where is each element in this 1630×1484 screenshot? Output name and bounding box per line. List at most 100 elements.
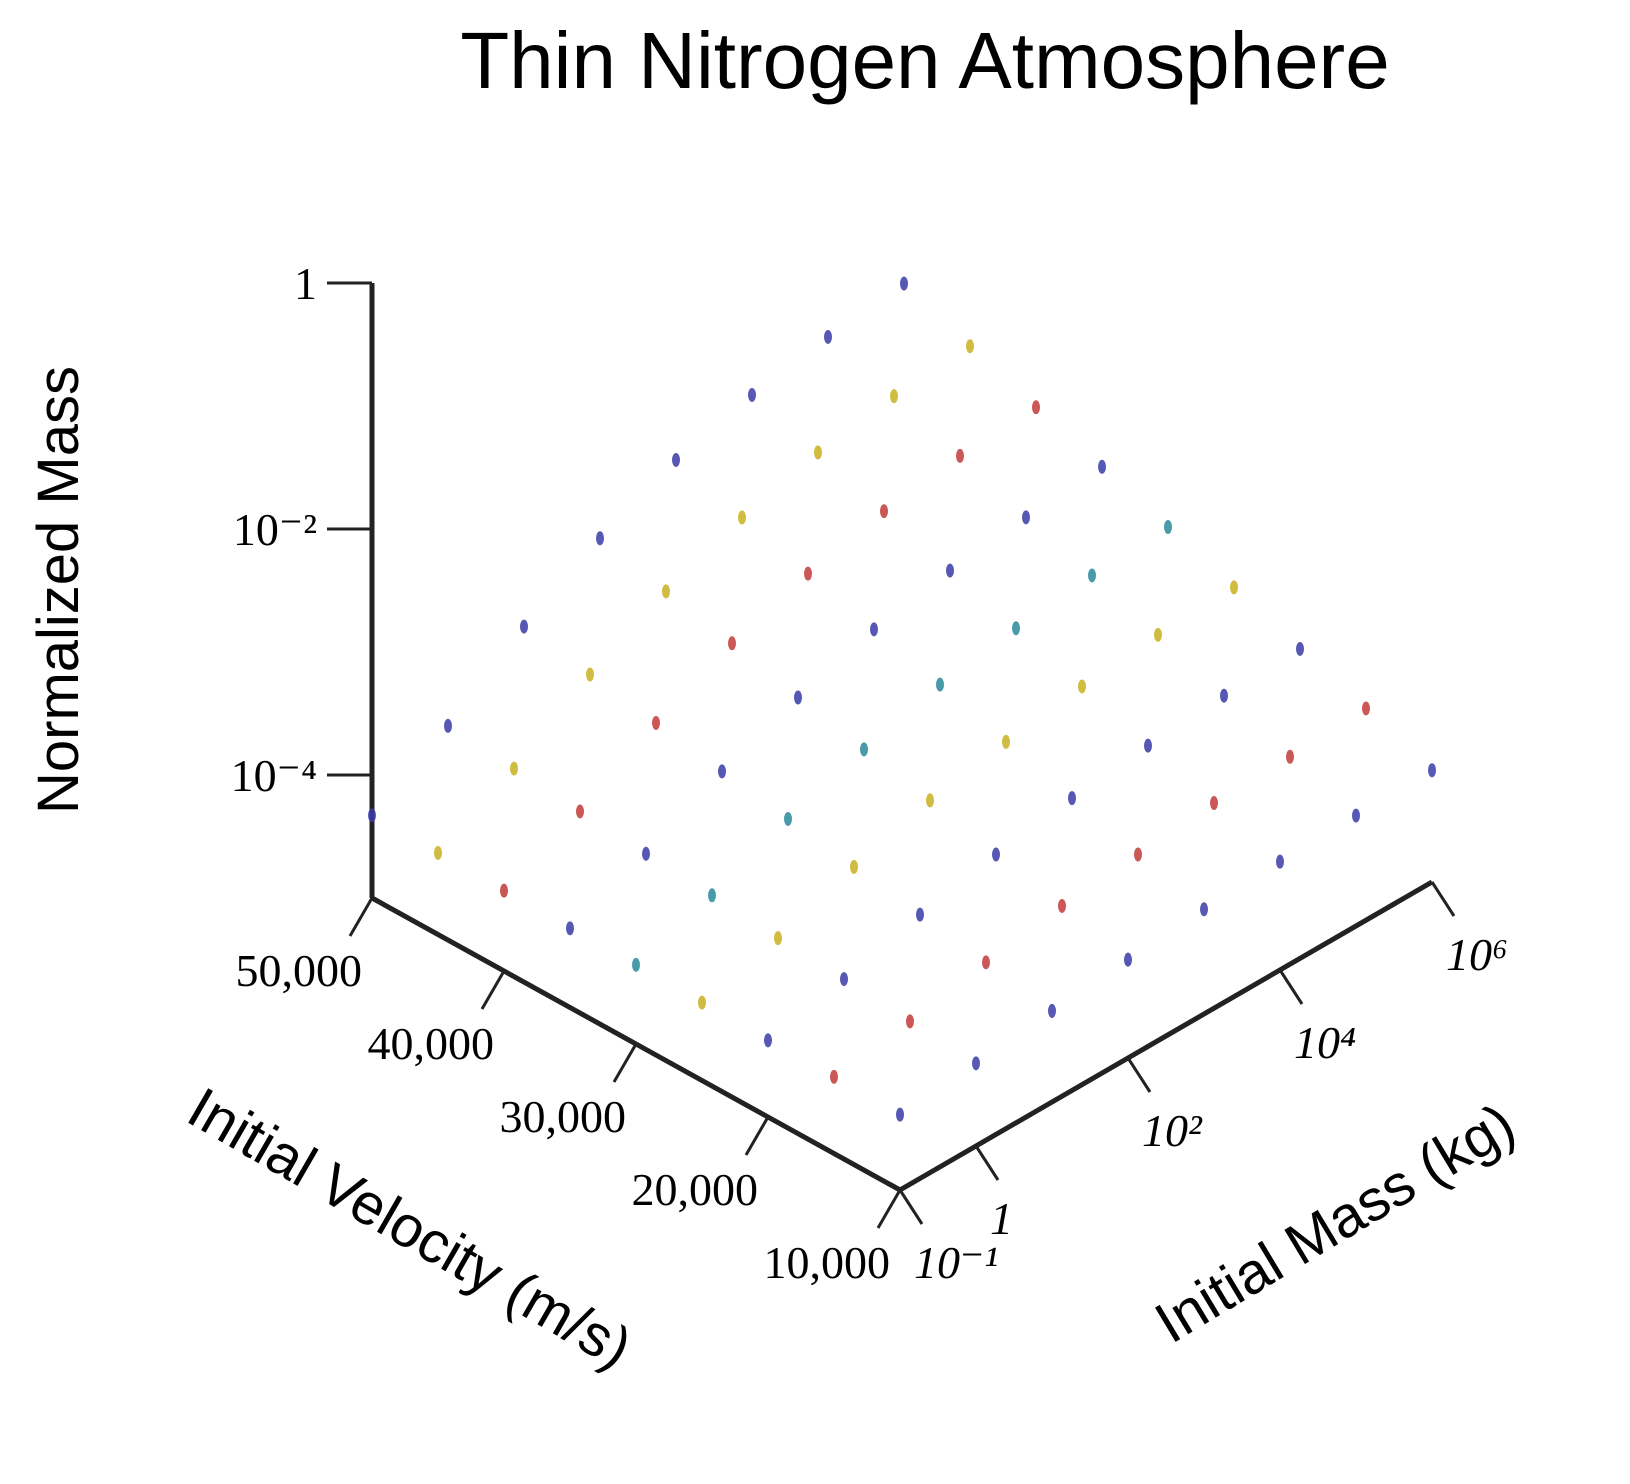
data-point — [1022, 510, 1030, 525]
data-point — [1200, 902, 1208, 917]
data-point — [992, 847, 1000, 862]
data-point — [982, 955, 990, 970]
data-point — [1098, 459, 1106, 474]
data-point — [652, 715, 660, 730]
x-tick-label: 40,000 — [368, 1018, 495, 1069]
data-point — [926, 793, 934, 808]
data-point — [1362, 701, 1370, 716]
data-point — [906, 1014, 914, 1029]
data-point — [1032, 400, 1040, 415]
x-tick-label: 50,000 — [236, 945, 363, 996]
y-tick — [1430, 881, 1456, 917]
data-point — [672, 452, 680, 467]
data-point — [718, 764, 726, 779]
y-tick-label: 10⁻¹ — [914, 1237, 998, 1288]
data-point — [520, 619, 528, 634]
data-point — [1276, 854, 1284, 869]
data-point — [1352, 808, 1360, 823]
x-tick-label: 30,000 — [500, 1091, 627, 1142]
data-point — [1220, 688, 1228, 703]
data-point — [916, 907, 924, 922]
data-point — [1068, 791, 1076, 806]
z-tick-label: 10⁻⁴ — [231, 750, 317, 801]
data-point — [1428, 763, 1436, 778]
z-tick-label: 1 — [294, 258, 317, 309]
data-point — [698, 995, 706, 1010]
data-point — [1048, 1003, 1056, 1018]
data-point — [738, 510, 746, 525]
data-point — [368, 808, 376, 823]
z-tick-label: 10⁻² — [233, 504, 317, 555]
data-point — [824, 329, 832, 344]
data-point — [1210, 796, 1218, 811]
x-tick — [612, 1043, 638, 1083]
y-tick — [1278, 969, 1304, 1005]
data-point — [764, 1033, 772, 1048]
y-tick-label: 10⁴ — [1294, 1017, 1356, 1068]
y-tick-label: 1 — [990, 1193, 1013, 1244]
data-point — [1286, 749, 1294, 764]
data-point — [1012, 621, 1020, 636]
data-point — [870, 622, 878, 637]
y-tick — [1126, 1057, 1152, 1093]
data-point — [774, 931, 782, 946]
data-point — [840, 972, 848, 987]
data-point — [662, 584, 670, 599]
data-point — [814, 445, 822, 460]
data-point — [946, 563, 954, 578]
data-point — [1002, 734, 1010, 749]
data-point — [956, 448, 964, 463]
data-point — [566, 921, 574, 936]
data-point — [966, 339, 974, 354]
data-point — [794, 690, 802, 705]
data-point — [1296, 641, 1304, 656]
data-point — [784, 811, 792, 826]
data-point — [596, 531, 604, 546]
data-point — [890, 389, 898, 404]
y-tick — [974, 1145, 1000, 1181]
x-tick-label: 10,000 — [764, 1237, 891, 1288]
data-point — [642, 846, 650, 861]
x-tick — [744, 1116, 770, 1156]
data-point — [1078, 679, 1086, 694]
z-axis-label: Normalized Mass — [26, 366, 91, 814]
data-point — [936, 677, 944, 692]
y-tick-label: 10² — [1142, 1105, 1203, 1156]
x-tick — [480, 970, 506, 1010]
y-tick-label: 10⁶ — [1446, 929, 1508, 980]
data-point — [510, 761, 518, 776]
data-point — [900, 276, 908, 291]
data-point — [1164, 520, 1172, 535]
data-point — [748, 387, 756, 402]
data-point — [1058, 898, 1066, 913]
data-point — [576, 804, 584, 819]
data-point — [1088, 568, 1096, 583]
y-tick — [898, 1189, 924, 1225]
data-point — [1124, 952, 1132, 967]
data-point — [708, 888, 716, 903]
data-point — [1144, 738, 1152, 753]
y-axis-line — [898, 879, 1434, 1193]
data-point — [860, 742, 868, 757]
data-point — [586, 667, 594, 682]
data-point — [880, 504, 888, 519]
data-point — [896, 1107, 904, 1122]
data-point — [444, 718, 452, 733]
data-point — [804, 566, 812, 581]
x-tick — [348, 897, 374, 937]
x-tick-label: 20,000 — [632, 1164, 759, 1215]
data-point — [632, 957, 640, 972]
x-tick — [876, 1189, 902, 1229]
chart-title: Thin Nitrogen Atmosphere — [460, 16, 1389, 105]
data-point — [972, 1056, 980, 1071]
data-point — [830, 1069, 838, 1084]
data-point — [434, 845, 442, 860]
data-point — [850, 859, 858, 874]
data-point — [728, 636, 736, 651]
data-point — [1154, 627, 1162, 642]
data-point — [1230, 580, 1238, 595]
data-point — [1134, 847, 1142, 862]
data-point — [500, 883, 508, 898]
